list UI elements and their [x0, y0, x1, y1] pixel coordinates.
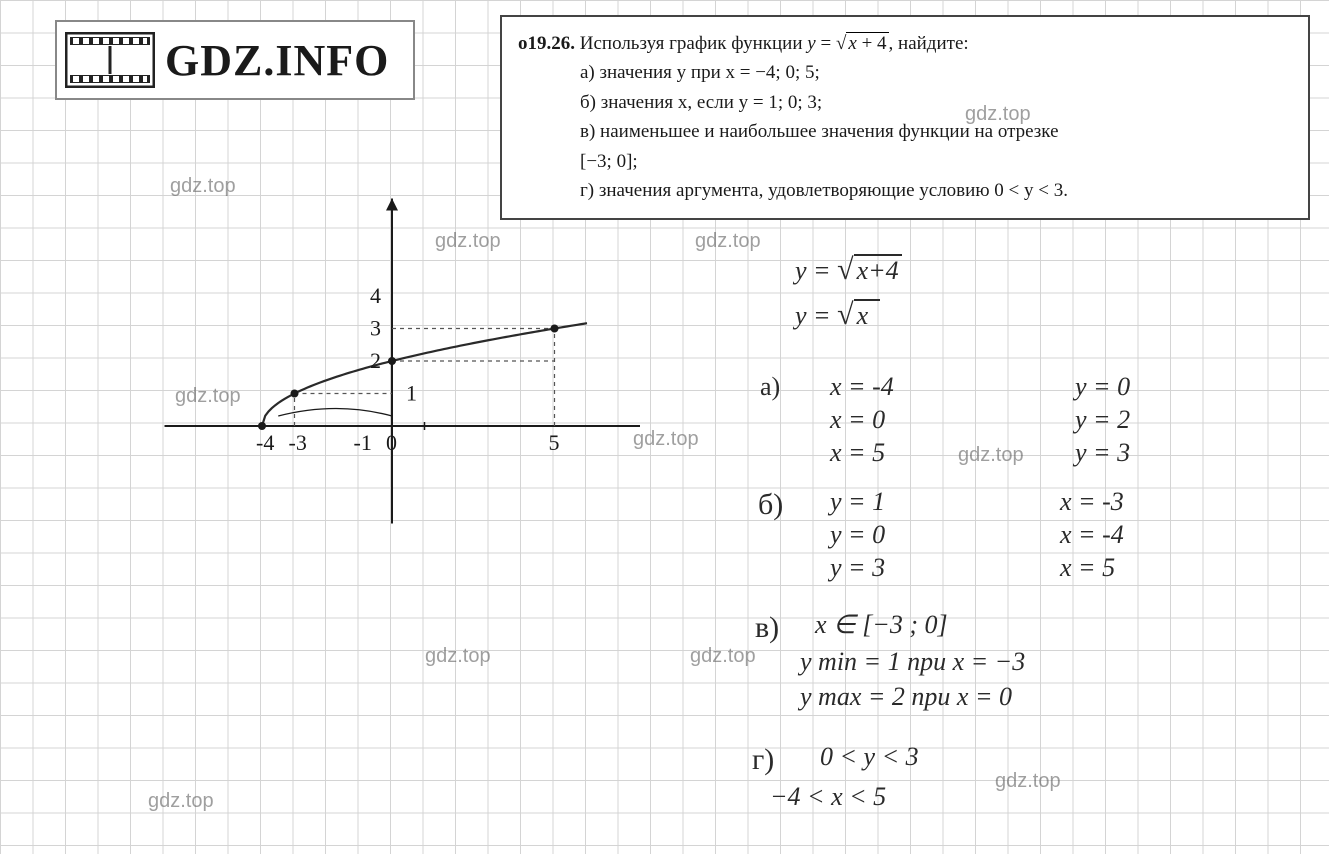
hand-a-label: а) — [760, 370, 780, 404]
logo-text: GDZ.INFO — [165, 35, 389, 86]
problem-statement: о19.26. Используя график функции y = √x … — [500, 15, 1310, 220]
svg-text:-1: -1 — [354, 430, 372, 455]
film-icon — [65, 32, 155, 88]
svg-text:2: 2 — [370, 348, 381, 373]
problem-line-c1: в) наименьшее и наибольшее значения функ… — [518, 117, 1292, 146]
hand-a-left-1: x = 0 — [830, 403, 885, 437]
problem-line-a: а) значения y при x = −4; 0; 5; — [518, 58, 1292, 87]
hand-a-right-2: y = 3 — [1075, 436, 1130, 470]
svg-text:0: 0 — [386, 430, 397, 455]
hand-a-right-1: y = 2 — [1075, 403, 1130, 437]
svg-text:4: 4 — [370, 283, 381, 308]
problem-intro: Используя график функции — [580, 33, 808, 54]
hand-a-left-2: x = 5 — [830, 436, 885, 470]
function-graph: -4 -3 -1 0 5 12 3 4 — [80, 190, 640, 530]
svg-text:3: 3 — [370, 316, 381, 341]
hand-eq2: y = √x — [795, 295, 880, 334]
logo-box: GDZ.INFO — [55, 20, 415, 100]
hand-c-line-0: x ∈ [−3 ; 0] — [815, 608, 948, 642]
svg-text:5: 5 — [549, 430, 560, 455]
problem-line-c2: [−3; 0]; — [518, 147, 1292, 176]
hand-d-line-0: 0 < y < 3 — [820, 740, 919, 774]
hand-c-line-2: y max = 2 при x = 0 — [800, 680, 1012, 714]
hand-b-label: б) — [758, 485, 783, 524]
problem-line-b: б) значения x, если y = 1; 0; 3; — [518, 88, 1292, 117]
problem-number: о19.26. — [518, 33, 575, 54]
hand-b-left-0: y = 1 — [830, 485, 885, 519]
hand-b-left-2: y = 3 — [830, 551, 885, 585]
svg-text:1: 1 — [406, 381, 417, 406]
hand-c-line-1: y min = 1 при x = −3 — [800, 645, 1025, 679]
svg-text:-4: -4 — [256, 430, 274, 455]
hand-b-right-2: x = 5 — [1060, 551, 1115, 585]
hand-b-left-1: y = 0 — [830, 518, 885, 552]
hand-a-left-0: x = -4 — [830, 370, 894, 404]
hand-d-label: г) — [752, 740, 774, 779]
hand-b-right-0: x = -3 — [1060, 485, 1124, 519]
problem-line-main: о19.26. Используя график функции y = √x … — [518, 29, 1292, 58]
hand-a-right-0: y = 0 — [1075, 370, 1130, 404]
hand-b-right-1: x = -4 — [1060, 518, 1124, 552]
problem-find: , найдите: — [889, 33, 969, 54]
hand-d-line-1: −4 < x < 5 — [770, 780, 886, 814]
hand-c-label: в) — [755, 608, 779, 647]
svg-text:-3: -3 — [289, 430, 307, 455]
hand-eq1: y = √x+4 — [795, 250, 902, 289]
